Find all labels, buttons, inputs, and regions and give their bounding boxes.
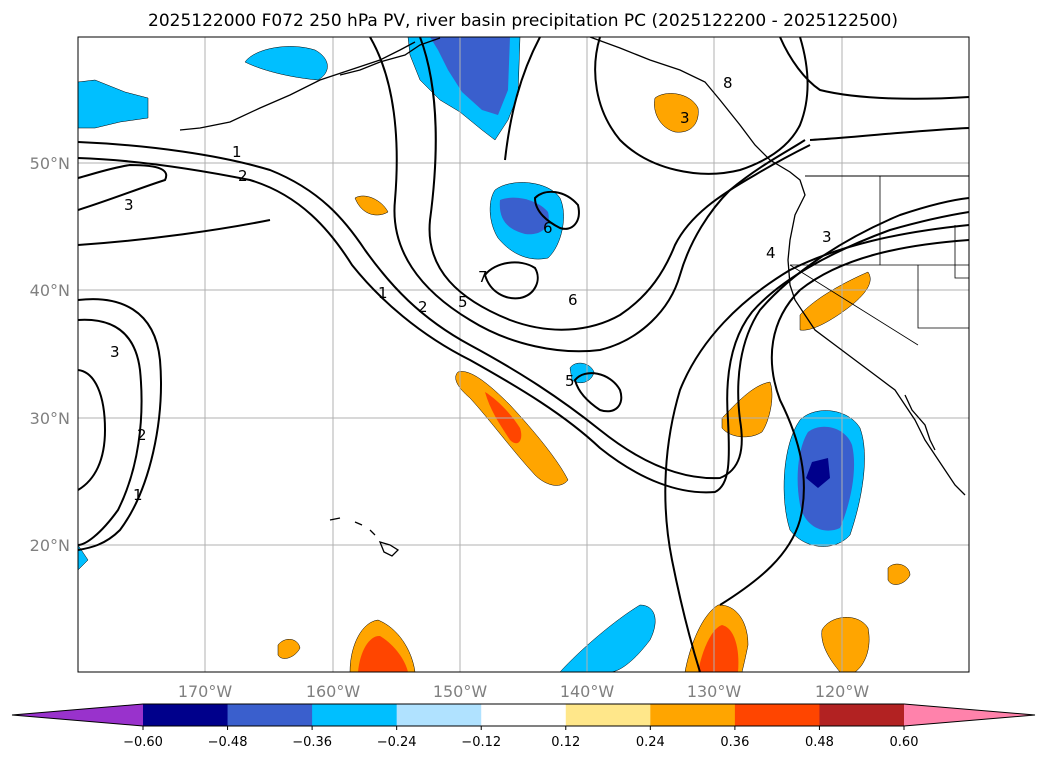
lon-label: 120°W (815, 682, 870, 701)
neg-blob-west-edge (78, 544, 89, 571)
neg-blob-south (559, 604, 656, 672)
pos-blob-california (799, 271, 871, 331)
colorbar-extend-low (12, 704, 143, 726)
pos-blob-south-3-core (698, 625, 739, 672)
colorbar-segment (650, 704, 736, 726)
pv-contours (78, 37, 969, 672)
map-frame (77, 36, 970, 673)
colorbar-segment (819, 704, 905, 726)
pos-blob-small-east (887, 563, 911, 585)
pv-label: 3 (680, 109, 690, 127)
pv-contour-trough-outer (78, 298, 162, 551)
neg-blob-aleutian (244, 46, 328, 81)
pos-blob-north-small (354, 195, 389, 216)
pv-contour-3-west (78, 163, 168, 211)
precip-shading (78, 37, 911, 672)
pv-contour-upper-right-2 (809, 127, 969, 141)
us-states (789, 176, 969, 346)
pv-contour-trough-core (78, 369, 107, 491)
lat-label: 20°N (30, 536, 70, 555)
pv-contour-upper-right (779, 37, 969, 100)
colorbar-segment (396, 704, 482, 726)
figure-title: 2025122000 F072 250 hPa PV, river basin … (148, 11, 898, 31)
pv-contour-2-north (78, 157, 969, 494)
pv-label: 2 (238, 167, 248, 185)
pv-contour-trough-inner (78, 318, 143, 546)
colorbar-tick-label: −0.36 (292, 735, 332, 750)
colorbar-segment (481, 704, 567, 726)
pv-contour-7-closed (483, 261, 539, 300)
pv-contour-outer-east (719, 239, 969, 606)
colorbar-tick-label: −0.24 (377, 735, 417, 750)
pv-label: 7 (478, 268, 488, 286)
coast-aleutians (179, 41, 416, 131)
colorbar-segment (734, 704, 820, 726)
colorbar-tick-label: 0.36 (720, 735, 749, 750)
colorbar-segment (565, 704, 651, 726)
lon-label: 160°W (306, 682, 361, 701)
colorbar-tick-label: 0.48 (805, 735, 834, 750)
pv-label: 1 (133, 486, 143, 504)
pv-contour-mid (504, 37, 541, 161)
colorbar-segment (143, 704, 229, 726)
latitude-labels: 50°N 40°N 30°N 20°N (30, 154, 70, 555)
neg-blob-baja-max (806, 458, 830, 488)
colorbar-segment (227, 704, 313, 726)
pv-label: 6 (543, 219, 553, 237)
pv-contour-outer-west (78, 219, 271, 246)
pos-blob-south-2-core (358, 635, 408, 672)
pv-contour-labels: 1 2 3 1 2 5 6 7 6 5 8 4 3 3 2 1 3 (110, 74, 832, 504)
pv-label: 2 (418, 298, 428, 316)
longitude-labels: 170°W 160°W 150°W 140°W 130°W 120°W (178, 682, 870, 701)
lon-label: 130°W (687, 682, 742, 701)
pv-contour-5-ridge (369, 37, 806, 353)
colorbar-tick-label: −0.12 (461, 735, 501, 750)
coast-baja (904, 394, 936, 451)
lat-label: 50°N (30, 154, 70, 173)
pv-label: 6 (568, 291, 578, 309)
pos-blob-south-1 (277, 639, 301, 659)
hawaii (329, 517, 400, 557)
neg-blob-gulf-alaska-core (430, 37, 510, 115)
colorbar-extend-high (904, 704, 1035, 726)
coast-north-america (589, 37, 966, 496)
lon-label: 170°W (178, 682, 233, 701)
lat-label: 40°N (30, 281, 70, 300)
pv-label: 3 (124, 196, 134, 214)
colorbar-tick-label: −0.48 (208, 735, 248, 750)
colorbar: −0.60 −0.48 −0.36 −0.24 −0.12 0.12 0.24 0.36 0.4… (11, 703, 1036, 750)
pos-blob-east (721, 381, 773, 438)
pv-contour-5-closed (573, 372, 623, 413)
pv-contour-6-ridge (419, 37, 811, 331)
lon-label: 150°W (433, 682, 488, 701)
colorbar-tick-label: −0.60 (123, 735, 163, 750)
pv-label: 1 (378, 284, 388, 302)
lat-label: 30°N (30, 409, 70, 428)
colorbar-tick-label: 0.60 (890, 735, 919, 750)
colorbar-tick-label: 0.24 (636, 735, 665, 750)
pv-label: 1 (232, 143, 242, 161)
pv-contour-4-east (664, 224, 969, 672)
pv-label: 8 (723, 74, 733, 92)
coastlines (179, 37, 969, 557)
pv-label: 3 (110, 343, 120, 361)
pv-label: 5 (458, 293, 468, 311)
lon-label: 140°W (560, 682, 615, 701)
colorbar-segment (312, 704, 398, 726)
pv-label: 4 (766, 244, 776, 262)
pos-blob-south-4 (821, 617, 870, 672)
colorbar-tick-label: 0.12 (551, 735, 580, 750)
pv-contour-8-ridge (594, 37, 809, 175)
pv-contour-6-closed (533, 190, 580, 230)
pv-label: 3 (822, 228, 832, 246)
pv-label: 2 (137, 426, 147, 444)
map-panel: 1 2 3 1 2 5 6 7 6 5 8 4 3 3 2 1 3 (78, 37, 969, 672)
graticule (78, 37, 969, 672)
neg-blob-west (78, 79, 149, 129)
pos-blob-se-alaska (654, 93, 699, 133)
pv-label: 5 (565, 372, 575, 390)
